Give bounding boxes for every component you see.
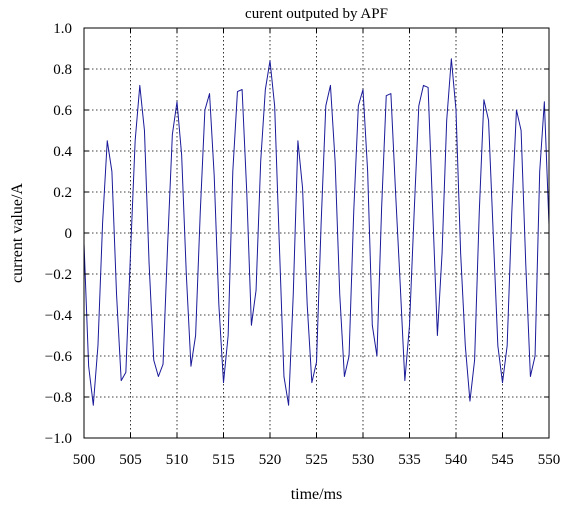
y-tick-label: 0.6	[53, 103, 72, 119]
x-tick-label: 510	[166, 452, 189, 468]
y-tick-label: 0.4	[53, 144, 72, 160]
x-tick-label: 515	[212, 452, 235, 468]
x-tick-label: 530	[352, 452, 375, 468]
series-layer	[83, 58, 550, 406]
x-tick-label: 520	[259, 452, 282, 468]
y-tick-labels: 1.0 0.8 0.6 0.4 0.2 0 −0.2 −0.4 −0.6 −0.8 −1.0	[45, 21, 73, 447]
x-tick-label: 525	[305, 452, 328, 468]
series-line-0	[83, 58, 550, 406]
y-tick-label: −0.8	[45, 390, 72, 406]
x-tick-label: 550	[538, 452, 561, 468]
y-tick-label: −1.0	[45, 431, 72, 447]
x-tick-label: 540	[445, 452, 468, 468]
x-tick-label: 545	[491, 452, 514, 468]
x-axis-label: time/ms	[291, 486, 343, 503]
y-axis-label: current value/A	[9, 183, 26, 283]
x-tick-labels: 500 505 510 515 520 525 530 535 540 545 550	[73, 452, 561, 468]
y-tick-label: −0.2	[45, 267, 72, 283]
x-tick-label: 500	[73, 452, 96, 468]
grid-lines	[84, 28, 549, 438]
y-tick-label: −0.6	[45, 349, 73, 365]
x-tick-label: 535	[398, 452, 421, 468]
y-tick-label: 0.2	[53, 185, 72, 201]
y-tick-label: −0.4	[45, 308, 73, 324]
y-tick-label: 0	[65, 226, 73, 242]
y-tick-label: 1.0	[53, 21, 72, 37]
chart-title: curent outputed by APF	[245, 6, 388, 22]
tick-marks	[83, 27, 550, 439]
x-tick-label: 505	[119, 452, 142, 468]
y-tick-label: 0.8	[53, 62, 72, 78]
